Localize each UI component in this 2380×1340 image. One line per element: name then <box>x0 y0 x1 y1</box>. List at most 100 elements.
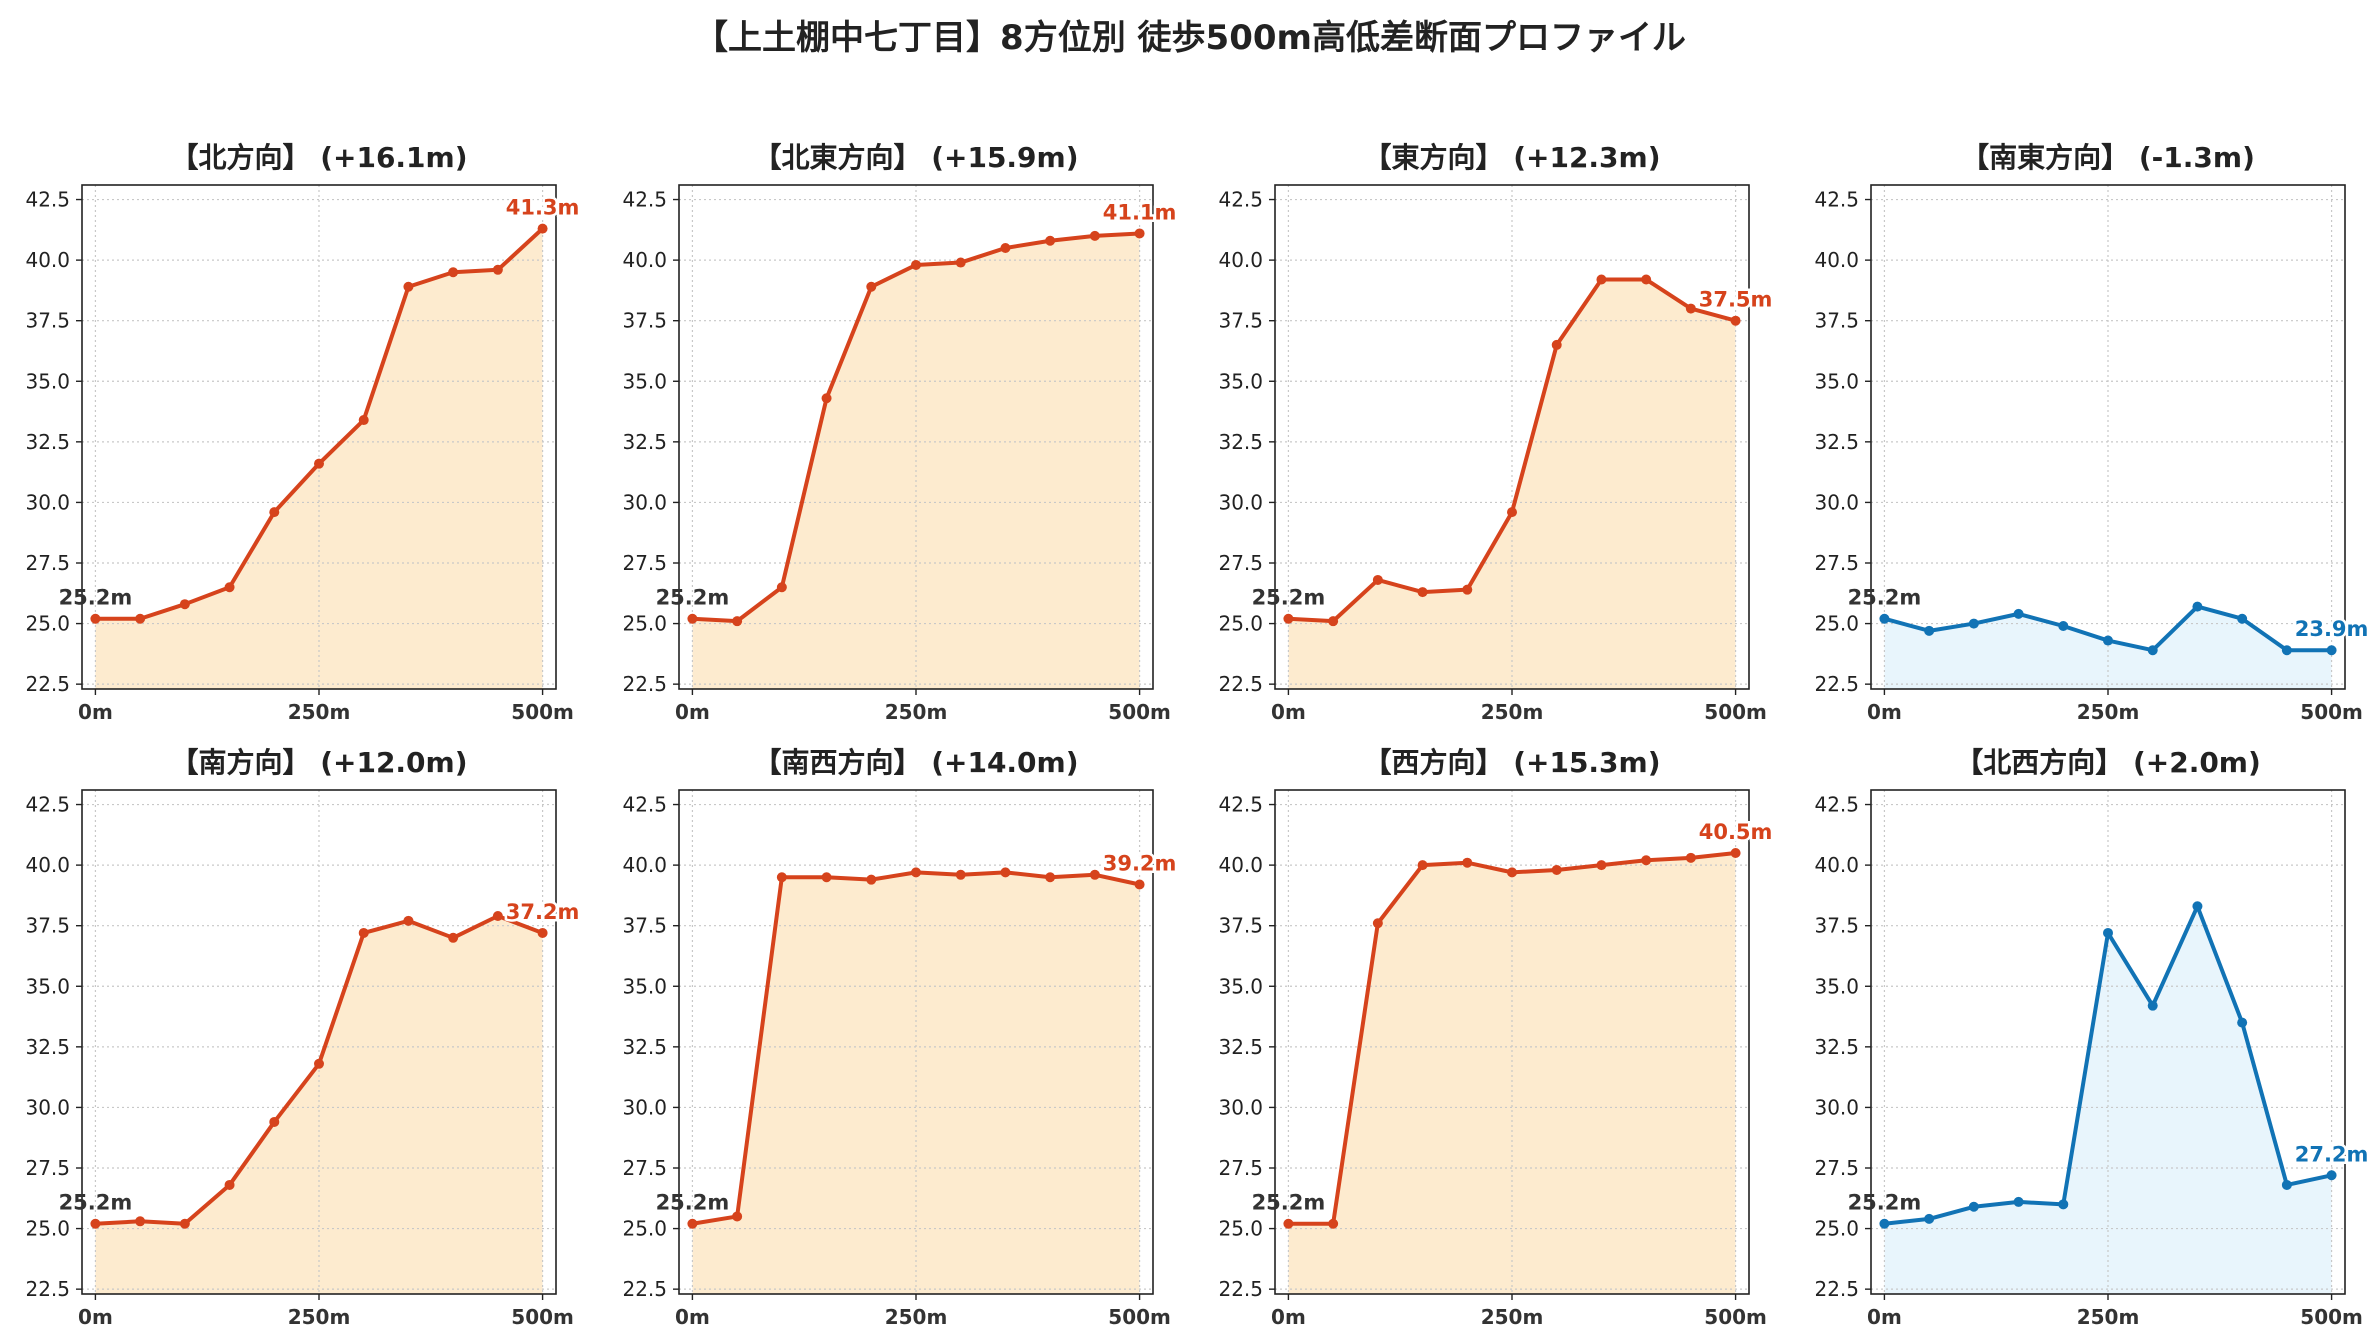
data-point <box>1372 574 1383 585</box>
data-point <box>2013 1196 2024 1207</box>
figure-title: 【上土棚中七丁目】8方位別 徒歩500m高低差断面プロファイル <box>694 18 1686 58</box>
data-point <box>1089 869 1100 880</box>
y-tick-label: 37.5 <box>1814 914 1859 938</box>
data-point <box>537 927 548 938</box>
data-point <box>2147 645 2158 656</box>
chart-panel-4: 22.5 25.0 27.5 30.0 32.5 35.0 37.5 40.0 42.5 0m 25… <box>1814 141 2370 724</box>
data-point <box>1134 228 1145 239</box>
data-point <box>1968 1201 1979 1212</box>
data-point <box>135 613 146 624</box>
data-point <box>1968 618 1979 629</box>
y-tick-label: 32.5 <box>622 1035 667 1059</box>
data-point <box>1730 315 1741 326</box>
data-point <box>1924 1213 1935 1224</box>
panel-title: 【北東方向】 (+15.9m) <box>753 141 1078 174</box>
y-tick-label: 25.0 <box>1814 612 1859 636</box>
end-elevation-label: 39.2m <box>1103 852 1177 876</box>
y-tick-label: 22.5 <box>1218 1277 1263 1301</box>
data-point <box>2103 927 2113 938</box>
y-tick-label: 40.0 <box>622 248 667 272</box>
profile-area <box>1288 853 1736 1294</box>
data-point <box>1283 613 1294 624</box>
y-tick-label: 42.5 <box>622 188 667 212</box>
data-point <box>687 613 698 624</box>
x-tick-label: 500m <box>2300 1305 2363 1329</box>
y-tick-label: 40.0 <box>25 248 70 272</box>
chart-panel-2: 22.5 25.0 27.5 30.0 32.5 35.0 37.5 40.0 42.5 0m 25… <box>622 141 1178 724</box>
data-point <box>1000 243 1011 253</box>
data-point <box>1134 879 1145 890</box>
start-elevation-label: 25.2m <box>1848 586 1922 610</box>
y-tick-label: 30.0 <box>1814 1095 1859 1119</box>
x-tick-label: 0m <box>78 700 113 724</box>
y-tick-label: 22.5 <box>622 672 667 696</box>
data-point <box>2326 645 2337 656</box>
data-point <box>1417 587 1428 598</box>
x-tick-label: 500m <box>2300 700 2363 724</box>
y-tick-label: 32.5 <box>25 1035 70 1059</box>
x-tick-label: 250m <box>1481 700 1544 724</box>
y-tick-label: 25.0 <box>25 612 70 636</box>
y-tick-label: 42.5 <box>25 188 70 212</box>
start-elevation-label: 25.2m <box>1252 586 1326 610</box>
data-point <box>1685 303 1696 314</box>
panel-title: 【西方向】 (+15.3m) <box>1363 746 1660 779</box>
data-point <box>1089 230 1100 241</box>
x-tick-label: 250m <box>885 700 948 724</box>
data-point <box>2192 601 2203 612</box>
x-tick-label: 500m <box>511 1305 574 1329</box>
x-tick-label: 0m <box>78 1305 113 1329</box>
y-tick-label: 30.0 <box>25 1095 70 1119</box>
data-point <box>224 1179 235 1190</box>
data-point <box>314 1058 324 1069</box>
y-tick-label: 27.5 <box>622 1156 667 1180</box>
y-tick-label: 30.0 <box>622 1095 667 1119</box>
y-tick-label: 32.5 <box>1814 1035 1859 1059</box>
chart-panel-1: 22.5 25.0 27.5 30.0 32.5 35.0 37.5 40.0 42.5 0m 25… <box>25 141 581 724</box>
data-point <box>1372 918 1383 929</box>
data-point <box>1328 616 1339 627</box>
data-point <box>2326 1170 2337 1181</box>
data-point <box>314 458 324 469</box>
data-point <box>179 1218 190 1229</box>
y-tick-label: 25.0 <box>1814 1217 1859 1241</box>
data-point <box>358 415 369 426</box>
y-tick-label: 32.5 <box>1218 1035 1263 1059</box>
data-point <box>2013 608 2024 619</box>
data-point <box>1507 507 1517 518</box>
data-point <box>1685 852 1696 863</box>
end-elevation-label: 37.2m <box>506 900 580 924</box>
data-point <box>1417 860 1428 871</box>
data-point <box>955 869 966 880</box>
y-tick-label: 27.5 <box>25 1156 70 1180</box>
y-tick-label: 35.0 <box>1814 974 1859 998</box>
data-point <box>2281 645 2292 656</box>
start-elevation-label: 25.2m <box>656 586 730 610</box>
y-tick-label: 32.5 <box>1218 430 1263 454</box>
data-point <box>403 915 414 926</box>
data-point <box>1045 235 1056 246</box>
y-tick-label: 37.5 <box>25 309 70 333</box>
data-point <box>1328 1218 1339 1229</box>
data-point <box>1507 867 1517 878</box>
data-point <box>403 281 414 292</box>
data-point <box>1641 274 1652 285</box>
y-tick-label: 35.0 <box>1218 369 1263 393</box>
y-tick-label: 30.0 <box>1814 490 1859 514</box>
data-point <box>448 267 459 278</box>
profile-area <box>692 872 1140 1294</box>
data-point <box>1283 1218 1294 1229</box>
data-point <box>866 874 877 885</box>
data-point <box>687 1218 698 1229</box>
data-point <box>1462 584 1473 595</box>
y-tick-label: 30.0 <box>25 490 70 514</box>
data-point <box>2237 613 2248 624</box>
chart-panel-6: 22.5 25.0 27.5 30.0 32.5 35.0 37.5 40.0 42.5 0m 25… <box>622 746 1178 1329</box>
y-tick-label: 22.5 <box>1814 672 1859 696</box>
data-point <box>2192 901 2203 912</box>
panel-title: 【南東方向】 (-1.3m) <box>1961 141 2255 174</box>
data-point <box>1551 864 1562 875</box>
start-elevation-label: 25.2m <box>1848 1191 1922 1215</box>
y-tick-label: 27.5 <box>25 551 70 575</box>
y-tick-label: 25.0 <box>1218 612 1263 636</box>
